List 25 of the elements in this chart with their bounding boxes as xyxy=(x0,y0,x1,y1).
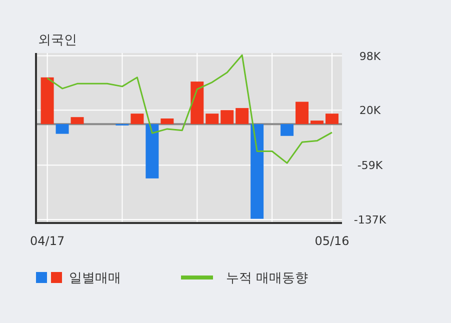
bar xyxy=(220,110,234,124)
bar xyxy=(146,124,159,178)
chart-title: 외국인 xyxy=(38,33,77,48)
bar xyxy=(296,102,309,124)
y-tick-label: 98K xyxy=(359,50,382,63)
x-tick-label: 04/17 xyxy=(30,234,65,248)
bar xyxy=(190,82,204,124)
bar xyxy=(310,120,324,124)
y-tick-label: -137K xyxy=(354,214,387,227)
bar xyxy=(236,108,249,124)
legend-label: 누적 매매동향 xyxy=(226,271,308,286)
legend-label: 일별매매 xyxy=(69,271,121,286)
bar xyxy=(40,77,54,124)
bar xyxy=(160,118,174,124)
y-tick-label: 20K xyxy=(359,104,382,118)
bar xyxy=(280,124,294,136)
bar xyxy=(326,114,338,124)
bar xyxy=(70,117,84,124)
bar xyxy=(56,124,69,134)
bar xyxy=(250,124,264,219)
line-series xyxy=(46,54,333,164)
x-tick-label: 05/16 xyxy=(314,234,350,248)
bar xyxy=(206,114,219,124)
bar xyxy=(130,114,144,124)
y-tick-label: -59K xyxy=(357,159,384,172)
